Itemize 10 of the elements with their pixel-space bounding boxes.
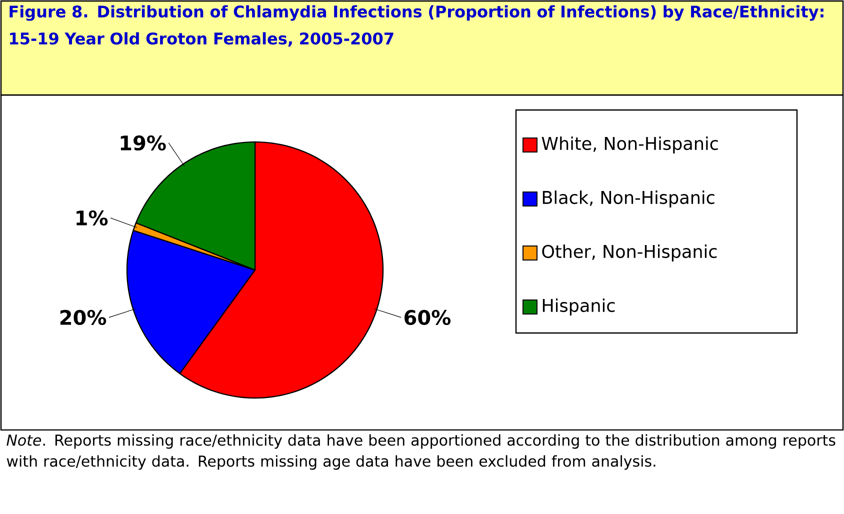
legend-label: Hispanic: [542, 298, 615, 316]
data-label: 19%: [120, 135, 166, 151]
data-label: 60%: [404, 310, 451, 326]
legend-label: Other, Non-Hispanic: [542, 244, 717, 262]
legend-label: White, Non-Hispanic: [542, 136, 718, 154]
data-label: 20%: [60, 310, 106, 326]
data-label: 1%: [76, 210, 108, 226]
legend-label: Black, Non-Hispanic: [542, 190, 714, 208]
text: Note. Reports missing race/ethnicity data have been apportioned according to the distribution among reports with race/ethnicity data. Reports missing age data have been excluded from analysis.: [6, 434, 836, 470]
chart-title: Figure 8. Distribution of Chlamydia Infections (Proportion of Infections) by Race/Ethnicity: 15-19 Year Old Groton Females, 2005-2007: [10, 5, 824, 47]
